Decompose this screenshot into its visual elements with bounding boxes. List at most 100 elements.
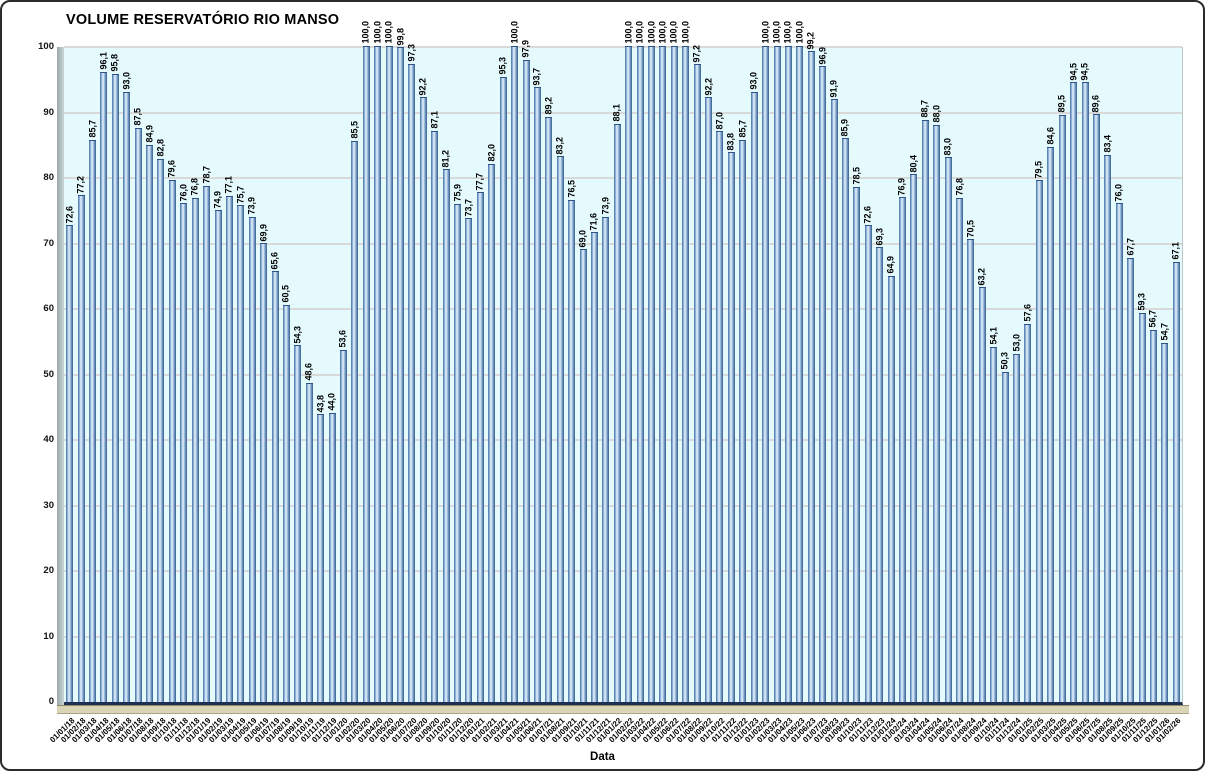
bar-value-label: 100,0 (372, 21, 383, 44)
bar-value-label: 79,5 (1033, 160, 1044, 179)
bar (1001, 371, 1009, 702)
bar (1024, 323, 1032, 702)
bar-value-label: 100,0 (360, 21, 371, 44)
bar-value-label: 77,1 (223, 176, 234, 194)
bar (693, 64, 701, 702)
bar (454, 203, 462, 702)
bar (944, 157, 952, 702)
gridline (64, 635, 1182, 638)
bar (317, 414, 325, 702)
bar-value-label: 76,0 (178, 183, 189, 202)
bar-slot: 100,0 01/04/20 (356, 21, 384, 744)
bar-value-label: 71,6 (588, 212, 599, 231)
bar-slot: 76,0 01/09/25 (1097, 47, 1125, 745)
gridline (64, 373, 1182, 376)
bar-slot: 83,4 01/08/25 (1086, 47, 1114, 744)
bar-value-label: 69,0 (577, 229, 588, 248)
bar (819, 66, 827, 702)
bar-slot: 100,0 01/03/20 (344, 21, 372, 744)
bar-slot: 60,5 01/08/19 (264, 47, 292, 744)
bar-slot: 56,7 01/12/25 (1131, 47, 1159, 744)
bar-slot: 100,0 01/04/22 (629, 21, 657, 744)
bar (237, 205, 245, 702)
bar-value-label: 59,3 (1136, 293, 1147, 311)
bar-value-label: 88,7 (919, 100, 930, 119)
bar-value-label: 76,5 (566, 180, 577, 198)
bar-value-label: 96,9 (817, 46, 828, 65)
bar-value-label: 93,0 (121, 72, 132, 90)
bar (465, 218, 473, 702)
bar-slot: 54,1 01/10/24 (972, 47, 1000, 744)
bar-slot: 83,2 01/08/21 (538, 47, 566, 745)
bar-value-label: 84,6 (1045, 127, 1056, 145)
bar-slot: 77,1 01/03/19 (207, 47, 235, 744)
bar-value-label: 79,6 (166, 160, 177, 178)
bar (956, 197, 964, 702)
bar-slot: 94,5 01/06/25 (1063, 47, 1091, 745)
gridline (64, 46, 1182, 48)
bar (796, 46, 804, 702)
y-tick-label: 40 (43, 434, 54, 445)
bar (431, 130, 439, 702)
bar-slot: 88,1 01/01/22 (595, 47, 623, 744)
bar-slot: 97,9 01/05/21 (504, 40, 532, 744)
bar-slot: 54,3 01/09/19 (276, 47, 304, 745)
bar-value-label: 97,9 (520, 40, 531, 58)
bar (545, 116, 553, 702)
bar-value-label: 76,8 (189, 178, 200, 196)
bar (682, 46, 690, 702)
bar-slot: 75,7 01/04/19 (219, 47, 247, 745)
bar-value-label: 94,5 (1068, 62, 1079, 81)
bar-value-label: 81,2 (440, 149, 451, 168)
bar-value-label: 73,7 (463, 198, 474, 217)
bar-value-label: 85,7 (87, 120, 98, 138)
bar-slot: 100,0 01/02/22 (607, 21, 635, 744)
bar-value-label: 78,5 (851, 167, 862, 185)
bar (933, 124, 941, 702)
bar-slot: 93,0 01/01/23 (732, 47, 760, 744)
bar-value-label: 50,3 (999, 352, 1010, 370)
bar (1081, 82, 1089, 702)
bar-value-label: 76,8 (954, 178, 965, 196)
bar-slot: 85,7 01/03/18 (70, 47, 98, 744)
gridline (64, 570, 1182, 572)
bar-slot: 92,2 01/08/20 (401, 47, 429, 745)
bar (590, 232, 598, 702)
bar-slot: 76,8 01/12/18 (173, 47, 201, 744)
bar-slot: 95,3 01/03/21 (481, 47, 509, 744)
bar (442, 169, 450, 702)
bar-value-label: 70,5 (965, 219, 976, 238)
bar (739, 139, 747, 702)
bar-value-label: 89,2 (543, 97, 554, 115)
bar (134, 127, 142, 702)
bar-slot: 84,6 01/03/25 (1029, 47, 1057, 744)
bar-slot: 64,9 01/01/24 (869, 47, 897, 744)
bar-value-label: 72,6 (862, 205, 873, 224)
bar (100, 71, 108, 702)
bar-slot: 87,0 01/10/22 (698, 47, 726, 745)
bar (271, 271, 279, 702)
gridline (64, 504, 1182, 507)
bar (397, 47, 405, 702)
bar-value-label: 57,6 (1022, 304, 1033, 322)
bar (305, 382, 313, 702)
bar-value-label: 80,4 (908, 154, 919, 173)
bar-value-label: 97,2 (691, 44, 702, 63)
bar (157, 158, 165, 702)
bar-value-label: 43,8 (315, 394, 326, 413)
bar-value-label: 74,9 (212, 190, 223, 209)
bar-value-label: 91,9 (828, 79, 839, 98)
bar (556, 156, 564, 702)
bar-value-label: 73,9 (600, 197, 611, 215)
bar-value-label: 48,6 (303, 363, 314, 381)
bar-value-label: 92,2 (417, 77, 428, 96)
bar (1138, 312, 1146, 702)
bar (328, 412, 336, 702)
bar-slot: 83,8 01/11/22 (710, 47, 738, 744)
gridline (64, 242, 1182, 245)
bar-slot: 78,5 01/10/23 (835, 47, 863, 744)
bar-value-label: 67,7 (1125, 238, 1136, 256)
bar (522, 59, 530, 702)
bar-slot: 100,0 01/04/23 (766, 21, 794, 744)
bar-value-label: 83,0 (942, 137, 953, 156)
